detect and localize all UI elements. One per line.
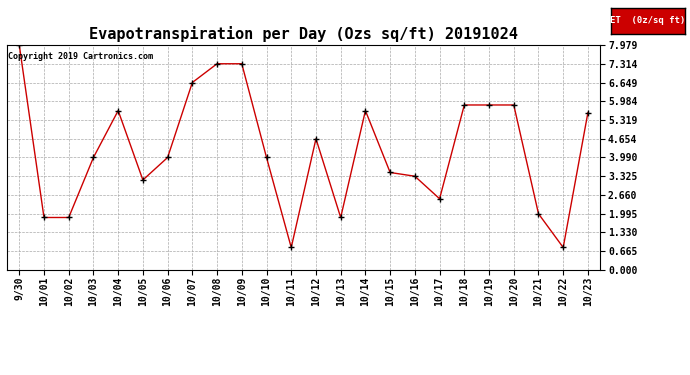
Text: ET  (0z/sq ft): ET (0z/sq ft) [610, 16, 686, 25]
Title: Evapotranspiration per Day (Ozs sq/ft) 20191024: Evapotranspiration per Day (Ozs sq/ft) 2… [89, 27, 518, 42]
Text: Copyright 2019 Cartronics.com: Copyright 2019 Cartronics.com [8, 52, 153, 61]
